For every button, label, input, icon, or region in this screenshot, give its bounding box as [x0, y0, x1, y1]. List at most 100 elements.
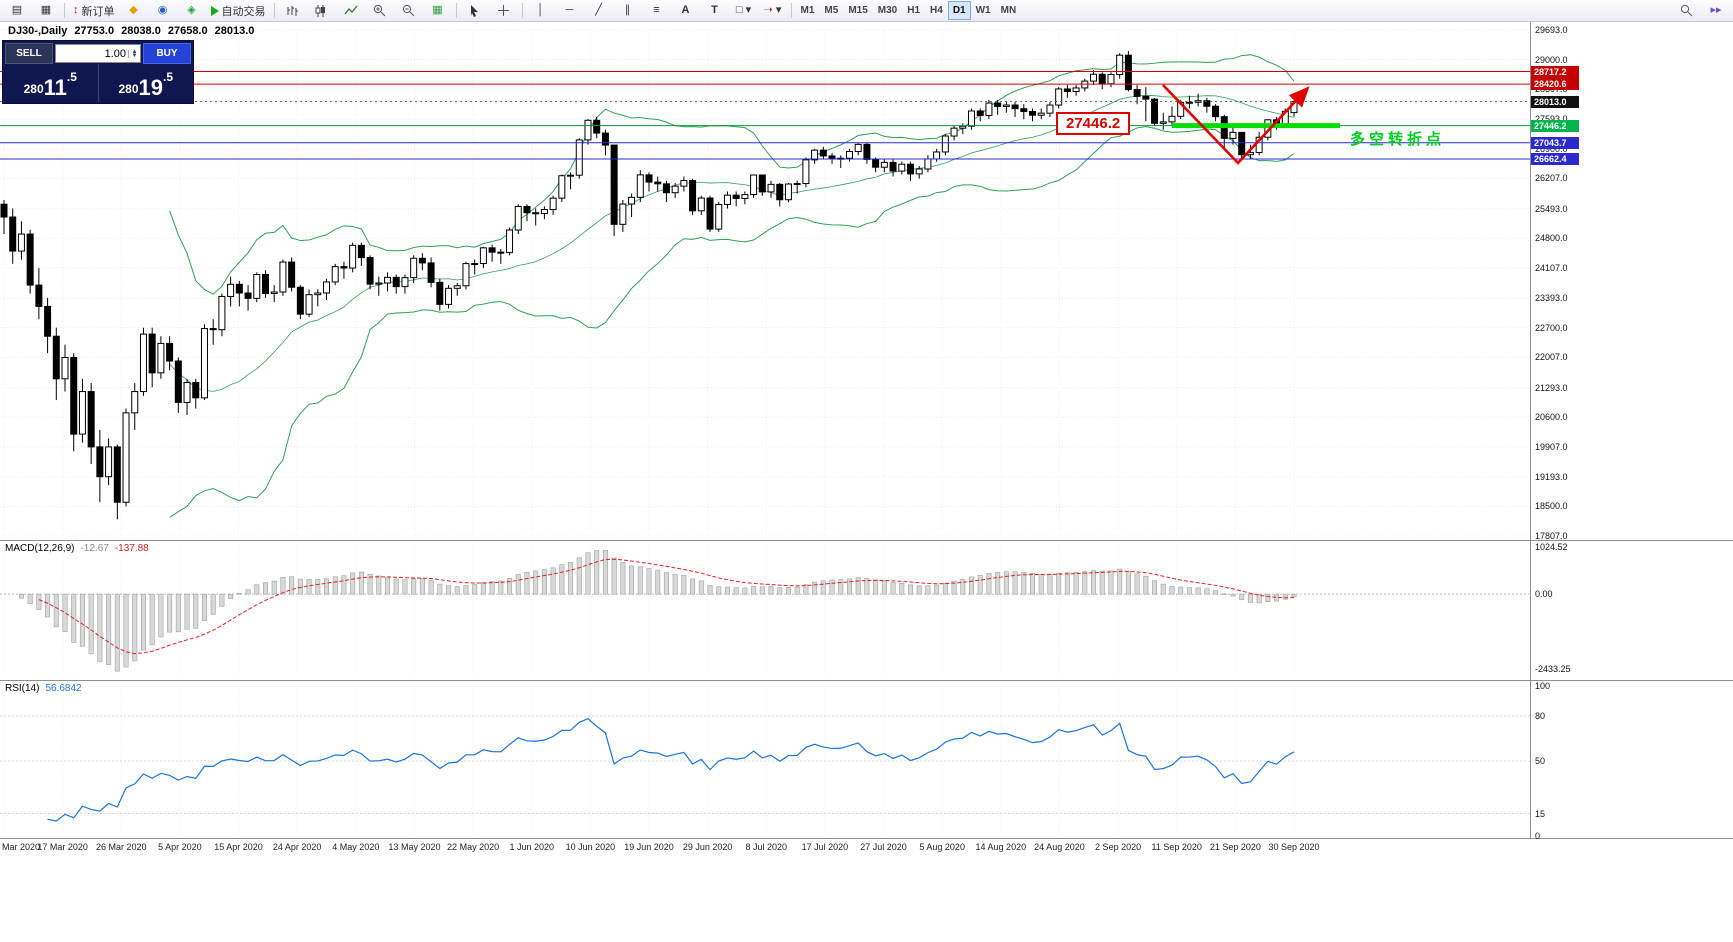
- price-tick: 19193.0: [1535, 471, 1568, 482]
- line-chart-button[interactable]: [337, 1, 365, 21]
- date-label: 17 Mar 2020: [37, 842, 88, 852]
- trendline-button[interactable]: ╱: [585, 1, 613, 21]
- volume-value[interactable]: 1.00: [104, 47, 126, 60]
- profiles-button[interactable]: ▦: [32, 1, 60, 21]
- timeframe-h4[interactable]: H4: [930, 5, 943, 16]
- fibonacci-button[interactable]: ≡: [643, 1, 671, 21]
- rsi-name: RSI(14): [5, 683, 40, 694]
- autotrade-button[interactable]: 自动交易: [207, 1, 270, 21]
- rsi-tick: 100: [1535, 681, 1551, 691]
- metaeditor-icon: ◆: [129, 4, 138, 16]
- toolbar-separator: [273, 3, 275, 18]
- zoom-in-button[interactable]: [366, 1, 394, 21]
- tile-windows-button[interactable]: ▦: [424, 1, 452, 21]
- time-axis[interactable]: Mar 2020 17 Mar 2020 26 Mar 2020 5 Apr 2020…: [0, 840, 1530, 856]
- signals-button[interactable]: ◈: [178, 1, 206, 21]
- turning-point-note[interactable]: 多空转折点: [1350, 131, 1446, 148]
- text-button[interactable]: A: [672, 1, 700, 21]
- price-badge-27043.7: 27043.7: [1531, 136, 1579, 149]
- price-axis-border: [1530, 22, 1531, 838]
- date-label: 5 Apr 2020: [158, 842, 202, 852]
- bar-chart-button[interactable]: [279, 1, 307, 21]
- price-tick: 26900.0: [1535, 143, 1568, 154]
- chart-area[interactable]: DJ30-,Daily 27753.0 28038.0 27658.0 2801…: [0, 22, 1733, 942]
- vertical-line-button[interactable]: │: [527, 1, 555, 21]
- new-chart-button[interactable]: ▤: [3, 1, 31, 21]
- date-label: 24 Apr 2020: [272, 842, 322, 852]
- buy-button[interactable]: BUY: [143, 43, 191, 64]
- arrows-button[interactable]: ➝ ▾: [759, 1, 787, 21]
- date-label: 13 May 2020: [388, 842, 441, 852]
- price-tick: 24800.0: [1535, 233, 1568, 244]
- pane-separator-macd[interactable]: [0, 540, 1733, 541]
- forward-button[interactable]: ▸▸: [1702, 1, 1730, 21]
- autotrade-play-icon: [210, 5, 219, 16]
- timeframe-h1[interactable]: H1: [907, 5, 921, 16]
- date-label: 22 May 2020: [447, 842, 500, 852]
- horizontal-line-button[interactable]: ─: [556, 1, 584, 21]
- zoom-out-button[interactable]: [395, 1, 423, 21]
- timeframe-m15[interactable]: M15: [848, 5, 868, 16]
- candle-chart-button[interactable]: [308, 1, 336, 21]
- one-click-trading-panel[interactable]: SELL 1.00 ▲ ▼ BUY 280 11.5 280 19.5: [2, 40, 194, 104]
- divider: [97, 64, 99, 102]
- price-tag-label[interactable]: 27446.2: [1056, 112, 1131, 135]
- date-label: 4 May 2020: [332, 842, 380, 852]
- shapes-icon: □: [735, 4, 743, 16]
- date-label: 1 Jun 2020: [509, 842, 554, 852]
- red-trend-arrow[interactable]: [1162, 84, 1310, 165]
- sell-button[interactable]: SELL: [5, 43, 53, 64]
- macd-signal-line: [38, 558, 1295, 655]
- rsi-label: RSI(14) 56.6842: [5, 683, 82, 694]
- price-tick: 23393.0: [1535, 293, 1568, 304]
- ohlc-open: 27753.0: [74, 25, 115, 37]
- volume-spinner[interactable]: ▲ ▼: [128, 49, 140, 59]
- bar-chart-icon: [287, 5, 298, 16]
- timeframe-m1[interactable]: M1: [800, 5, 815, 16]
- timeframe-m5[interactable]: M5: [824, 5, 839, 16]
- shapes-button[interactable]: □ ▾: [730, 1, 758, 21]
- timeframe-d1[interactable]: D1: [947, 1, 971, 20]
- forward-arrows-icon: ▸▸: [1710, 4, 1722, 16]
- price-tick: 24107.0: [1535, 262, 1568, 273]
- timeframe-mn[interactable]: MN: [1000, 5, 1017, 16]
- macd-axis-zero: 0.00: [1535, 589, 1553, 600]
- date-label: 2 Sep 2020: [1095, 842, 1142, 852]
- horizontal-line-icon: ─: [565, 4, 574, 16]
- pane-separator-rsi[interactable]: [0, 680, 1733, 681]
- date-label: 24 Aug 2020: [1034, 842, 1085, 852]
- market-icon: ◉: [157, 4, 168, 16]
- price-tick: 22700.0: [1535, 322, 1568, 333]
- volume-field[interactable]: 1.00 ▲ ▼: [55, 44, 141, 63]
- search-button[interactable]: [1672, 1, 1700, 21]
- macd-signal-value: -137.88: [114, 543, 149, 554]
- cursor-button[interactable]: [461, 1, 489, 21]
- price-chart-canvas[interactable]: [0, 22, 1530, 942]
- date-label: 26 Mar 2020: [95, 842, 147, 852]
- macd-main-value: -12.67: [80, 543, 109, 554]
- new-order-button[interactable]: ↕ 新订单: [69, 1, 119, 21]
- search-icon: [1680, 4, 1692, 17]
- crosshair-button[interactable]: [490, 1, 518, 21]
- line-chart-icon: [343, 5, 357, 14]
- channel-icon: ∥: [624, 4, 631, 16]
- date-label: 29 Jun 2020: [682, 842, 733, 852]
- channel-button[interactable]: ∥: [614, 1, 642, 21]
- text-label-button[interactable]: T: [701, 1, 729, 21]
- text-label-icon: T: [711, 4, 718, 16]
- date-label: 27 Jul 2020: [860, 842, 907, 852]
- cursor-arrow-icon: [471, 5, 478, 17]
- timeframe-w1[interactable]: W1: [975, 5, 991, 16]
- metaeditor-button[interactable]: ◆: [120, 1, 148, 21]
- date-label: 21 Sep 2020: [1209, 842, 1261, 852]
- date-label: 11 Sep 2020: [1151, 842, 1202, 852]
- price-axis[interactable]: 29693.029000.028307.027593.026900.026207…: [1531, 22, 1601, 838]
- level-lines[interactable]: [0, 71, 1530, 160]
- rsi-tick: 0: [1535, 831, 1541, 841]
- macd-histogram: [18, 549, 1297, 672]
- candles-layer: [0, 50, 1298, 520]
- ohlc-close: 28013.0: [214, 25, 255, 37]
- timeframe-m30[interactable]: M30: [877, 5, 898, 16]
- date-label: 19 Jun 2020: [624, 842, 674, 852]
- market-button[interactable]: ◉: [149, 1, 177, 21]
